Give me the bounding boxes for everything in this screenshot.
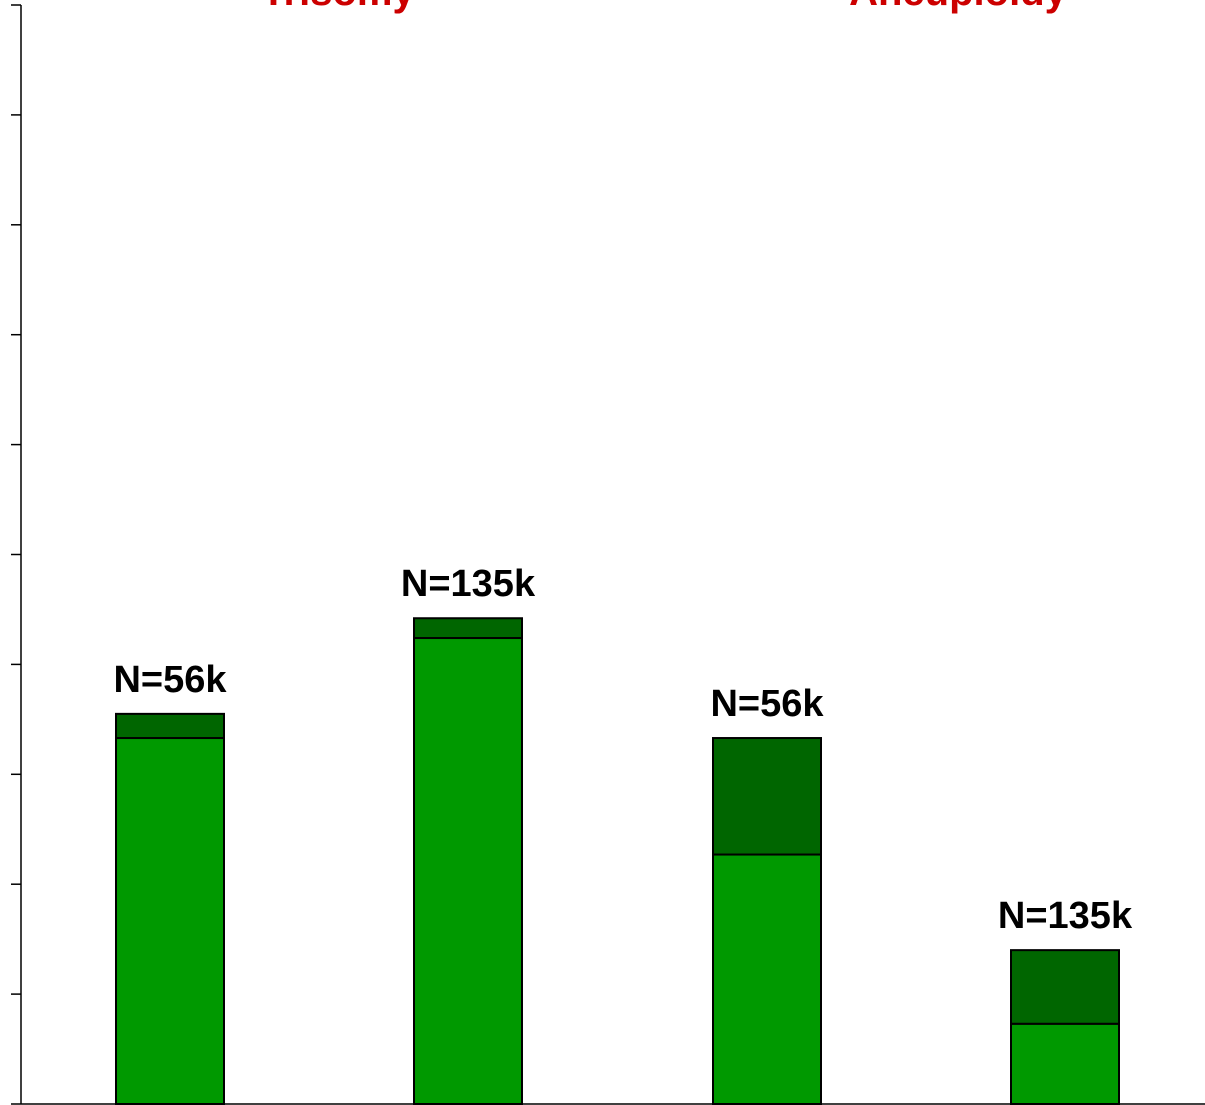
- group-title-aneuploidy: Aneuploidy: [849, 0, 1068, 14]
- bar-labels: N=56k N=135k N=56k N=135k: [113, 563, 1132, 937]
- bars: [115, 617, 1120, 1105]
- bar-1-segment-0: [413, 637, 523, 1105]
- group-titles: Trisomy Aneuploidy: [261, 0, 1067, 14]
- bar-2-segment-0: [712, 853, 822, 1105]
- bar-label-3: N=135k: [998, 895, 1133, 937]
- bar-label-1: N=135k: [401, 563, 536, 605]
- bar-0-segment-1: [115, 712, 225, 740]
- bar-label-0: N=56k: [113, 659, 227, 701]
- bar-label-2: N=56k: [710, 683, 824, 725]
- bar-1-segment-1: [413, 617, 523, 640]
- bar-2-segment-1: [712, 737, 822, 856]
- bar-3-segment-1: [1010, 949, 1120, 1025]
- bar-0-segment-0: [115, 737, 225, 1105]
- bar-3-segment-0: [1010, 1022, 1120, 1105]
- group-title-trisomy: Trisomy: [261, 0, 415, 14]
